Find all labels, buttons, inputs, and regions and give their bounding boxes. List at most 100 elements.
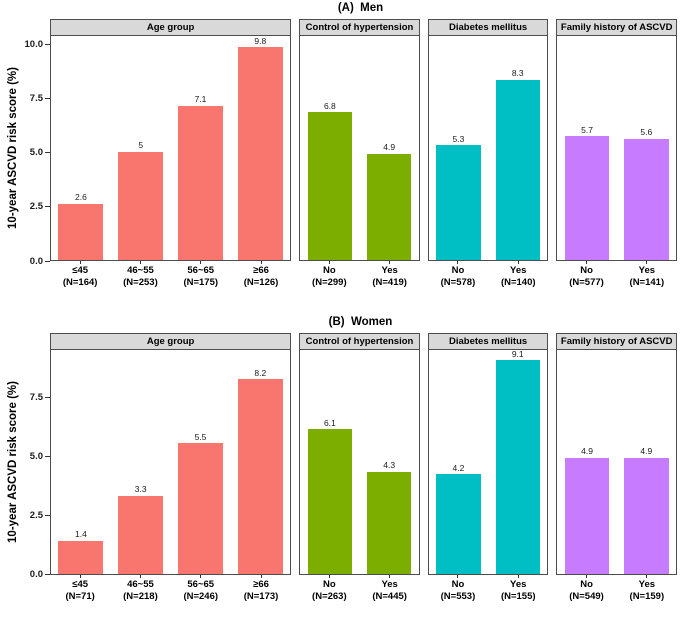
sample-size-label: (N=253) xyxy=(123,277,158,289)
x-tick-label: ≥66 (N=126) xyxy=(231,261,291,290)
sample-size-label: (N=445) xyxy=(372,591,407,603)
category-label: No xyxy=(323,578,336,590)
bar xyxy=(436,145,481,260)
category-label: Yes xyxy=(638,265,656,276)
facet-strip-label: Family history of ASCVD xyxy=(556,19,677,36)
bar xyxy=(237,379,283,574)
facet-strip-label: Age group xyxy=(50,19,292,36)
facet-panel: Age group 2.6 5 7.1 9.8 ≤45 (N=164) 46~55 (N=253… xyxy=(50,19,292,290)
category-label: 46~55 xyxy=(127,265,154,276)
category-label: 56~65 xyxy=(187,265,215,276)
y-tick-mark xyxy=(45,206,50,208)
y-tick-label: 10.0 xyxy=(24,38,44,50)
y-tick-mark xyxy=(45,152,50,154)
facet-panel: Diabetes mellitus 5.3 8.3 No (N=578) Yes (N=14… xyxy=(427,19,549,290)
x-tick-mark xyxy=(646,574,648,578)
bar xyxy=(118,495,164,574)
y-tick-label: 0.0 xyxy=(29,255,43,267)
category-label: 56~65 xyxy=(187,578,215,590)
sample-size-label: (N=140) xyxy=(500,277,536,289)
facet-panel: Family history of ASCVD 5.7 5.6 No (N=577) Ye… xyxy=(556,19,677,290)
x-tick-mark xyxy=(79,574,81,578)
bar xyxy=(237,47,283,260)
bar-slot: 4.3 xyxy=(360,350,419,574)
bar xyxy=(307,429,353,574)
bar-value-label: 4.2 xyxy=(452,462,465,473)
bar-value-label: 1.4 xyxy=(74,529,87,540)
bar-value-label: 3.3 xyxy=(134,484,147,495)
x-tick-mark xyxy=(139,574,141,578)
bar-slot: 9.8 xyxy=(230,36,290,260)
plot-area: 5.7 5.6 xyxy=(556,36,677,261)
facet-strip-label: Control of hypertension xyxy=(299,332,420,350)
x-tick-mark xyxy=(586,261,588,264)
bar-value-label: 5.5 xyxy=(194,431,207,442)
category-label: Yes xyxy=(381,578,398,590)
x-tick-label: No (N=299) xyxy=(299,261,359,290)
y-tick-label: 2.5 xyxy=(29,201,43,213)
y-axis-title: 10-year ASCVD risk score (%) xyxy=(7,380,19,543)
y-tick-mark xyxy=(45,514,50,516)
bar-value-label: 6.8 xyxy=(323,100,336,111)
facet-strip-label: Diabetes mellitus xyxy=(427,332,549,350)
category-label: No xyxy=(451,265,465,276)
plot-area: 2.6 5 7.1 9.8 xyxy=(50,36,292,261)
bar-value-label: 4.9 xyxy=(640,446,653,457)
sample-size-label: (N=159) xyxy=(629,591,665,603)
x-tick-mark xyxy=(457,261,459,264)
sample-size-label: (N=553) xyxy=(440,591,476,603)
y-tick-label: 7.5 xyxy=(29,92,43,104)
panels: Age group 2.6 5 7.1 9.8 ≤45 (N=164) 46~55 (N=253… xyxy=(50,19,677,290)
sample-size-label: (N=173) xyxy=(243,591,279,603)
y-tick-label: 2.5 xyxy=(29,509,43,521)
bar xyxy=(307,112,353,260)
sample-size-label: (N=164) xyxy=(62,277,98,289)
category-label: Yes xyxy=(381,265,398,276)
sample-size-label: (N=263) xyxy=(312,591,347,603)
x-tick-label: Yes (N=419) xyxy=(360,261,420,290)
sample-size-label: (N=549) xyxy=(569,591,604,603)
row-body-men: 10-year ASCVD risk score (%) 0.0 2.5 5.0 7.… xyxy=(4,19,677,290)
sample-size-label: (N=299) xyxy=(312,277,347,289)
x-tick-mark xyxy=(200,261,202,264)
category-label: Yes xyxy=(638,578,656,590)
y-tick-mark xyxy=(45,43,50,45)
facet-strip-label: Control of hypertension xyxy=(299,19,420,36)
y-axis-title: 10-year ASCVD risk score (%) xyxy=(7,67,19,229)
bar xyxy=(624,138,669,260)
y-tick-label: 5.0 xyxy=(29,146,43,158)
bar xyxy=(178,105,223,260)
sample-size-label: (N=246) xyxy=(183,591,219,603)
x-axis-labels: No (N=549) Yes (N=159) xyxy=(556,574,677,604)
bar xyxy=(564,457,610,574)
x-axis-labels: No (N=577) Yes (N=141) xyxy=(556,261,677,290)
x-tick-mark xyxy=(457,574,459,578)
x-tick-mark xyxy=(139,261,141,264)
sample-size-label: (N=71) xyxy=(65,591,95,603)
bar xyxy=(58,203,104,260)
bar-slot: 5.6 xyxy=(617,36,676,260)
y-tick-mark xyxy=(45,455,50,457)
x-tick-label: No (N=577) xyxy=(556,261,616,290)
bar-value-label: 5 xyxy=(138,140,144,151)
x-tick-label: No (N=263) xyxy=(299,574,359,604)
chart-row-women: (B) Women 10-year ASCVD risk score (%) 0… xyxy=(4,316,677,604)
x-tick-label: No (N=578) xyxy=(428,261,488,290)
row-body-women: 10-year ASCVD risk score (%) 0.0 2.5 5.0 7.… xyxy=(4,332,677,604)
category-label: ≥66 xyxy=(253,578,269,590)
bar-value-label: 6.1 xyxy=(323,417,336,428)
y-tick-mark xyxy=(45,574,50,576)
category-label: No xyxy=(323,265,336,276)
x-tick-mark xyxy=(389,261,391,264)
category-label: 46~55 xyxy=(127,578,154,590)
bar xyxy=(366,471,412,574)
x-tick-mark xyxy=(260,574,262,578)
panels: Age group 1.4 3.3 5.5 8.2 ≤45 (N=71) 46~55 (N=21… xyxy=(50,332,677,604)
sample-size-label: (N=578) xyxy=(440,277,476,289)
x-axis-labels: No (N=578) Yes (N=140) xyxy=(428,261,549,290)
bar-value-label: 5.3 xyxy=(452,133,465,144)
y-axis: 0.0 2.5 5.0 7.5 xyxy=(22,350,50,579)
x-tick-label: 46~55 (N=253) xyxy=(110,261,170,290)
category-label: ≤45 xyxy=(72,265,89,276)
bar-value-label: 4.3 xyxy=(383,460,396,471)
